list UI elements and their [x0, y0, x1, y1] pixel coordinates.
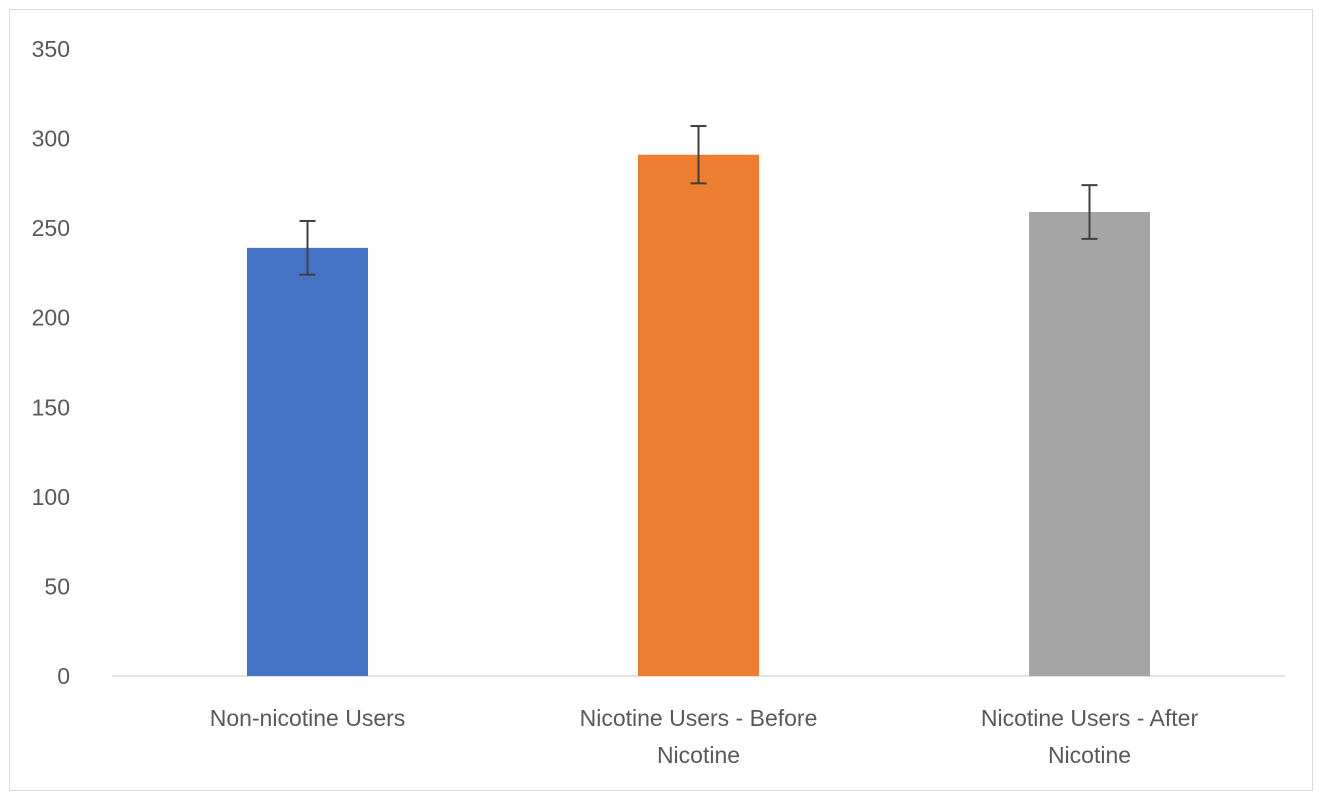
x-axis-category-labels: Non-nicotine Users Nicotine Users - Befor… — [210, 705, 1199, 768]
y-tick-label: 150 — [32, 394, 70, 420]
x-category-label: Non-nicotine Users — [210, 705, 406, 731]
y-tick-label: 0 — [57, 663, 70, 689]
bar — [247, 247, 368, 676]
bar — [638, 154, 759, 677]
error-bars — [299, 125, 1098, 276]
error-bar — [690, 125, 707, 185]
y-tick-label: 50 — [44, 573, 70, 599]
y-tick-label: 350 — [32, 36, 70, 62]
y-tick-label: 100 — [32, 484, 70, 510]
y-axis-tick-labels: 0 50 100 150 200 250 300 350 — [32, 36, 70, 689]
y-tick-label: 300 — [32, 126, 70, 152]
x-category-label: Nicotine Users - After — [981, 705, 1199, 731]
y-tick-label: 250 — [32, 215, 70, 241]
x-category-label: Nicotine Users - Before — [580, 705, 818, 731]
bars — [247, 154, 1150, 677]
x-category-label: Nicotine — [657, 742, 740, 768]
x-category-label: Nicotine — [1048, 742, 1131, 768]
error-bar — [299, 219, 316, 276]
y-tick-label: 200 — [32, 305, 70, 331]
error-bar — [1081, 184, 1098, 240]
bar — [1029, 212, 1150, 676]
